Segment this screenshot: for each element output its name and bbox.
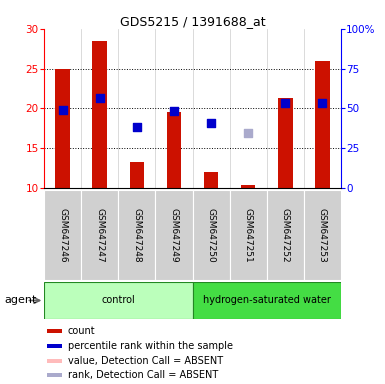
Point <box>319 100 325 106</box>
Bar <box>204 172 218 188</box>
Text: control: control <box>102 295 135 306</box>
Text: GSM647249: GSM647249 <box>169 208 179 263</box>
Bar <box>44 282 192 319</box>
Bar <box>55 69 70 188</box>
Point <box>282 100 288 106</box>
Bar <box>129 162 144 188</box>
Bar <box>47 344 62 348</box>
Bar <box>229 190 266 280</box>
Text: GSM647250: GSM647250 <box>206 208 216 263</box>
Text: count: count <box>68 326 95 336</box>
Text: GSM647248: GSM647248 <box>132 208 141 263</box>
Title: GDS5215 / 1391688_at: GDS5215 / 1391688_at <box>120 15 265 28</box>
Text: GSM647251: GSM647251 <box>244 208 253 263</box>
Bar <box>278 98 293 188</box>
Point <box>245 130 251 136</box>
Bar <box>92 41 107 188</box>
Text: GSM647246: GSM647246 <box>58 208 67 263</box>
Bar <box>304 190 341 280</box>
Text: GSM647247: GSM647247 <box>95 208 104 263</box>
Text: GSM647252: GSM647252 <box>281 208 290 263</box>
Bar <box>119 190 156 280</box>
Point <box>134 124 140 130</box>
Bar <box>241 185 256 188</box>
Bar <box>47 359 62 363</box>
Text: GSM647253: GSM647253 <box>318 208 327 263</box>
Bar <box>47 373 62 377</box>
Text: hydrogen-saturated water: hydrogen-saturated water <box>203 295 331 306</box>
Bar <box>315 61 330 188</box>
Point <box>171 108 177 114</box>
Bar <box>47 329 62 333</box>
Bar <box>44 190 81 280</box>
Text: value, Detection Call = ABSENT: value, Detection Call = ABSENT <box>68 356 223 366</box>
Bar <box>192 282 341 319</box>
Text: agent: agent <box>4 295 37 306</box>
Bar <box>81 190 119 280</box>
Point <box>208 120 214 126</box>
Bar <box>192 190 229 280</box>
Bar <box>156 190 192 280</box>
Text: percentile rank within the sample: percentile rank within the sample <box>68 341 233 351</box>
Text: rank, Detection Call = ABSENT: rank, Detection Call = ABSENT <box>68 371 218 381</box>
Point <box>60 107 66 113</box>
Bar <box>167 113 181 188</box>
Point <box>97 95 103 101</box>
Bar <box>267 190 304 280</box>
